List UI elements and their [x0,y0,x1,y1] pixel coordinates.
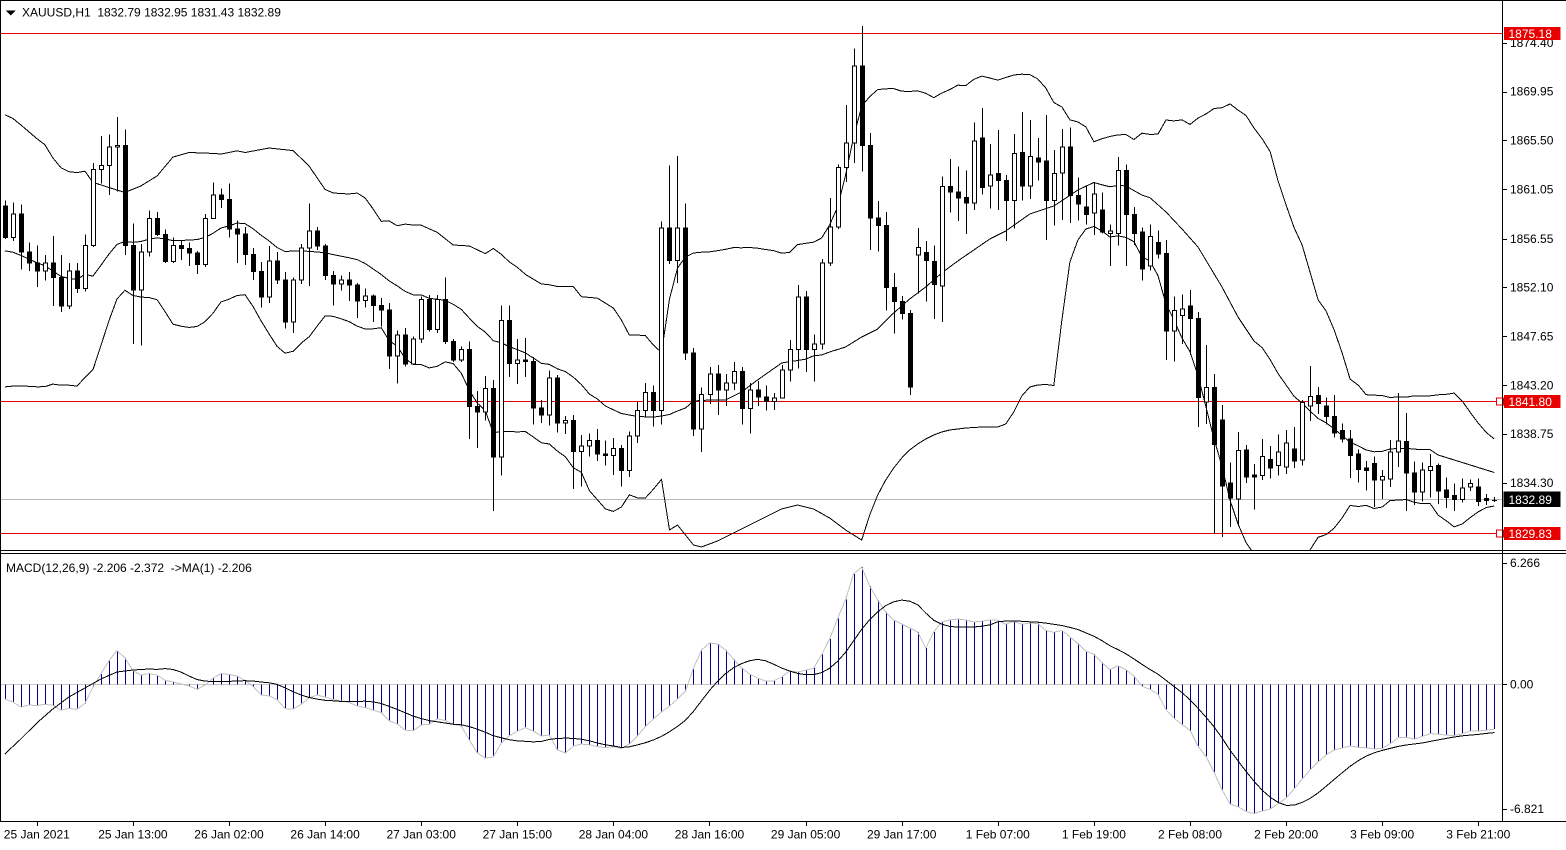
svg-text:-6.821: -6.821 [1510,802,1544,816]
svg-text:1869.95: 1869.95 [1510,85,1554,99]
svg-text:0.00: 0.00 [1510,678,1534,692]
svg-text:3 Feb 21:00: 3 Feb 21:00 [1446,828,1510,842]
svg-text:1847.65: 1847.65 [1510,330,1554,344]
svg-text:25 Jan 2021: 25 Jan 2021 [4,828,70,842]
svg-text:1829.83: 1829.83 [1509,527,1553,541]
svg-text:1834.30: 1834.30 [1510,476,1554,490]
svg-text:MACD(12,26,9) -2.206 -2.372 -: MACD(12,26,9) -2.206 -2.372 ->MA(1) -2.2… [6,561,252,575]
svg-text:1861.05: 1861.05 [1510,182,1554,196]
svg-text:1865.50: 1865.50 [1510,134,1554,148]
svg-text:26 Jan 14:00: 26 Jan 14:00 [290,828,360,842]
svg-text:29 Jan 05:00: 29 Jan 05:00 [771,828,841,842]
svg-text:2 Feb 20:00: 2 Feb 20:00 [1254,828,1318,842]
svg-text:25 Jan 13:00: 25 Jan 13:00 [98,828,168,842]
svg-text:1 Feb 07:00: 1 Feb 07:00 [966,828,1030,842]
svg-text:26 Jan 02:00: 26 Jan 02:00 [194,828,264,842]
svg-text:3 Feb 09:00: 3 Feb 09:00 [1350,828,1414,842]
svg-text:1843.20: 1843.20 [1510,378,1554,392]
svg-text:1856.55: 1856.55 [1510,232,1554,246]
svg-text:1852.10: 1852.10 [1510,281,1554,295]
svg-text:1838.75: 1838.75 [1510,427,1554,441]
svg-text:28 Jan 16:00: 28 Jan 16:00 [675,828,745,842]
svg-text:1841.80: 1841.80 [1509,395,1553,409]
svg-text:XAUUSD,H1 1832.79 1832.95 183: XAUUSD,H1 1832.79 1832.95 1831.43 1832.8… [22,6,281,20]
svg-text:2 Feb 08:00: 2 Feb 08:00 [1158,828,1222,842]
svg-text:1875.18: 1875.18 [1509,27,1553,41]
svg-text:27 Jan 15:00: 27 Jan 15:00 [483,828,553,842]
svg-text:27 Jan 03:00: 27 Jan 03:00 [386,828,456,842]
svg-text:1 Feb 19:00: 1 Feb 19:00 [1062,828,1126,842]
svg-text:29 Jan 17:00: 29 Jan 17:00 [867,828,937,842]
svg-text:1832.89: 1832.89 [1509,493,1553,507]
svg-text:6.266: 6.266 [1510,556,1540,570]
svg-text:28 Jan 04:00: 28 Jan 04:00 [579,828,649,842]
